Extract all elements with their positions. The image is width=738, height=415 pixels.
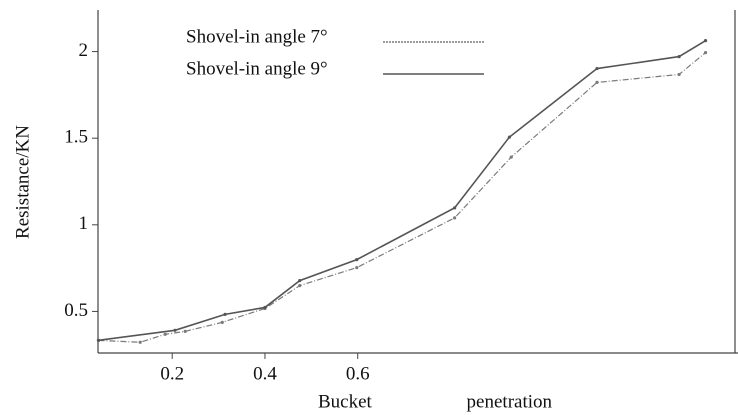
legend-label: Shovel-in angle 9° xyxy=(186,58,328,79)
point xyxy=(298,278,302,283)
point xyxy=(173,328,177,332)
y-axis-label: Resistance/KN xyxy=(12,125,33,239)
point xyxy=(703,51,708,55)
point xyxy=(138,340,142,344)
point xyxy=(220,320,224,324)
point xyxy=(163,332,167,336)
point xyxy=(263,305,267,310)
point xyxy=(453,216,457,220)
point xyxy=(96,338,101,342)
point xyxy=(595,66,599,71)
point xyxy=(677,54,681,59)
point xyxy=(298,284,302,288)
point xyxy=(355,258,359,262)
point xyxy=(183,329,187,333)
series-line xyxy=(98,39,706,342)
point xyxy=(507,135,511,139)
y-tick-label: 1 xyxy=(79,213,89,234)
point xyxy=(703,39,708,43)
point xyxy=(453,206,457,210)
legend-label: Shovel-in angle 7° xyxy=(186,26,328,47)
y-tick-label: 0.5 xyxy=(64,300,88,321)
point xyxy=(677,72,681,77)
x-tick-label: 0.4 xyxy=(253,363,277,384)
x-axis-label: Bucket penetration xyxy=(318,391,553,412)
point xyxy=(509,155,513,159)
x-tick-label: 0.2 xyxy=(160,363,184,384)
point xyxy=(355,265,359,270)
point xyxy=(595,80,599,85)
y-tick-label: 1.5 xyxy=(64,127,88,148)
y-tick-label: 2 xyxy=(79,40,89,61)
x-tick-label: 0.6 xyxy=(346,363,370,384)
point xyxy=(223,312,227,316)
series-line xyxy=(98,52,706,343)
